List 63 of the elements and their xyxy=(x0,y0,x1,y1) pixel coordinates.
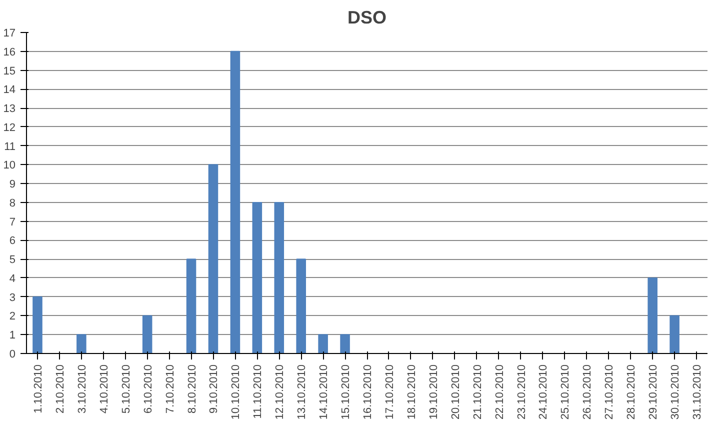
x-tick-label: 25.10.2010 xyxy=(560,364,572,420)
x-tick-label: 23.10.2010 xyxy=(516,364,528,420)
y-tick-label: 15 xyxy=(3,65,16,78)
x-tick-label: 12.10.2010 xyxy=(274,364,286,420)
bar xyxy=(142,315,152,354)
x-tick-label: 4.10.2010 xyxy=(98,364,110,414)
y-tick-label: 8 xyxy=(9,197,16,210)
bar xyxy=(76,334,86,354)
x-tick-label: 31.10.2010 xyxy=(692,364,704,420)
y-tick-label: 10 xyxy=(3,160,16,172)
x-tick-label: 6.10.2010 xyxy=(142,364,154,414)
y-tick-label: 16 xyxy=(3,46,16,58)
x-tick-label: 8.10.2010 xyxy=(186,364,198,414)
y-tick-label: 2 xyxy=(9,310,16,323)
bar xyxy=(296,258,306,354)
x-tick-label: 17.10.2010 xyxy=(384,364,396,420)
x-tick-label: 20.10.2010 xyxy=(450,364,462,420)
bar xyxy=(252,202,262,354)
y-tick-label: 0 xyxy=(9,348,16,360)
y-tick-label: 17 xyxy=(3,28,16,40)
x-tick-label: 15.10.2010 xyxy=(340,364,352,420)
x-tick-label: 10.10.2010 xyxy=(230,364,242,420)
chart-title: DSO xyxy=(347,8,387,28)
x-tick-label: 24.10.2010 xyxy=(538,364,550,420)
y-tick-label: 5 xyxy=(9,254,16,266)
x-tick-label: 27.10.2010 xyxy=(604,364,616,420)
x-tick-label: 7.10.2010 xyxy=(164,364,176,414)
bar xyxy=(670,315,680,354)
bar xyxy=(274,202,284,354)
x-tick-label: 13.10.2010 xyxy=(296,364,308,420)
x-tick-label: 11.10.2010 xyxy=(252,364,264,419)
x-tick-label: 3.10.2010 xyxy=(76,364,88,414)
x-tick-label: 30.10.2010 xyxy=(670,364,682,420)
x-tick-label: 16.10.2010 xyxy=(362,364,374,420)
y-tick-label: 6 xyxy=(9,235,16,248)
y-tick-label: 12 xyxy=(3,122,16,134)
x-tick-label: 22.10.2010 xyxy=(494,364,506,420)
x-tick-label: 1.10.2010 xyxy=(32,364,44,414)
x-tick-label: 29.10.2010 xyxy=(648,364,660,420)
bar xyxy=(186,258,196,354)
x-tick-label: 19.10.2010 xyxy=(428,364,440,420)
y-tick-label: 3 xyxy=(9,292,16,304)
bar xyxy=(32,296,42,354)
x-tick-label: 21.10.2010 xyxy=(472,364,484,420)
y-tick-label: 13 xyxy=(3,103,16,116)
y-tick-label: 11 xyxy=(4,140,16,153)
y-tick-label: 4 xyxy=(9,272,16,285)
x-tick-label: 28.10.2010 xyxy=(626,364,638,420)
y-tick-label: 14 xyxy=(3,84,16,96)
y-tick-label: 9 xyxy=(9,178,16,191)
bar xyxy=(230,50,240,354)
x-tick-label: 14.10.2010 xyxy=(318,364,330,420)
x-tick-label: 9.10.2010 xyxy=(208,364,220,414)
bar xyxy=(208,164,218,354)
y-tick-label: 7 xyxy=(9,216,16,228)
bar xyxy=(340,334,350,354)
y-tick-label: 1 xyxy=(9,330,16,342)
bar xyxy=(318,334,328,354)
x-tick-label: 18.10.2010 xyxy=(406,364,418,420)
x-tick-label: 2.10.2010 xyxy=(54,364,66,414)
x-tick-label: 26.10.2010 xyxy=(582,364,594,420)
bar xyxy=(648,277,658,354)
x-tick-label: 5.10.2010 xyxy=(120,364,132,414)
